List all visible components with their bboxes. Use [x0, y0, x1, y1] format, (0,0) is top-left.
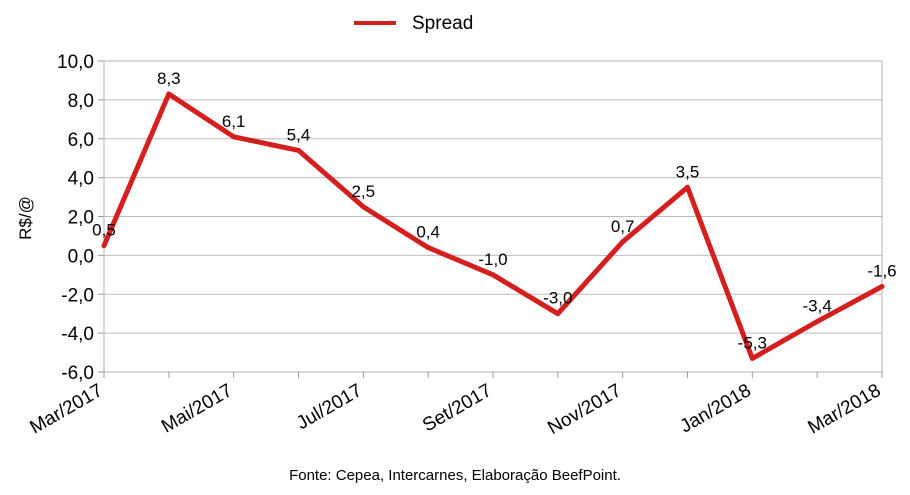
x-tick-label: Set/2017: [419, 380, 495, 436]
data-label: 0,5: [92, 221, 116, 240]
x-tick-label: Jul/2017: [293, 380, 366, 434]
y-tick-label: 2,0: [68, 208, 94, 229]
data-label: -3,4: [803, 296, 832, 315]
y-tick-label: 4,0: [68, 169, 94, 190]
x-tick-label: Jan/2018: [677, 380, 755, 437]
y-tick-label: -4,0: [61, 324, 94, 345]
legend: Spread: [354, 13, 473, 34]
data-label: 2,5: [352, 182, 376, 201]
data-label: 0,4: [416, 223, 440, 242]
data-label: 0,7: [611, 217, 635, 236]
data-point: [296, 147, 301, 153]
data-point: [685, 184, 690, 190]
data-point: [814, 318, 820, 324]
data-point: [425, 245, 431, 251]
data-point: [166, 91, 172, 97]
series-line-spread: [101, 91, 885, 361]
x-tick-label: Mai/2017: [158, 380, 236, 437]
data-point: [879, 283, 885, 289]
data-label: 6,1: [222, 112, 246, 131]
y-tick-label: -2,0: [61, 285, 94, 306]
data-point: [360, 204, 366, 210]
data-label: -5,3: [738, 333, 767, 352]
data-point: [555, 311, 561, 317]
x-tick-label: Mar/2017: [26, 380, 106, 438]
y-tick-label: 6,0: [68, 130, 94, 151]
data-label: 3,5: [676, 162, 700, 181]
data-label: -3,0: [543, 289, 572, 308]
y-axis-label: R$/@: [16, 196, 35, 240]
source-note: Fonte: Cepea, Intercarnes, Elaboração Be…: [289, 467, 621, 484]
data-point: [231, 134, 237, 140]
data-point: [101, 243, 107, 249]
data-point: [749, 355, 755, 361]
x-tick-label: Nov/2017: [544, 380, 625, 439]
legend-label-spread: Spread: [412, 13, 473, 34]
x-tick-label: Mar/2018: [804, 380, 884, 438]
data-point: [620, 239, 626, 245]
data-label: 5,4: [287, 125, 311, 144]
data-label: 8,3: [157, 69, 181, 88]
y-tick-label: -6,0: [61, 363, 94, 384]
data-point: [490, 272, 496, 278]
data-label: -1,6: [867, 261, 896, 280]
y-tick-label: 8,0: [68, 91, 94, 112]
data-label: -1,0: [478, 250, 507, 269]
y-tick-label: 10,0: [57, 52, 94, 73]
y-tick-label: 0,0: [68, 246, 94, 267]
